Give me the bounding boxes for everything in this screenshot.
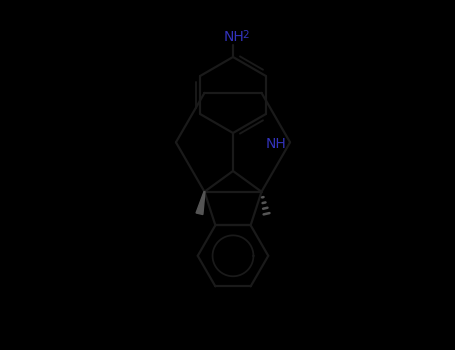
- Text: 2: 2: [243, 30, 249, 40]
- Polygon shape: [196, 191, 205, 215]
- Text: NH: NH: [265, 137, 286, 151]
- Text: NH: NH: [223, 30, 244, 44]
